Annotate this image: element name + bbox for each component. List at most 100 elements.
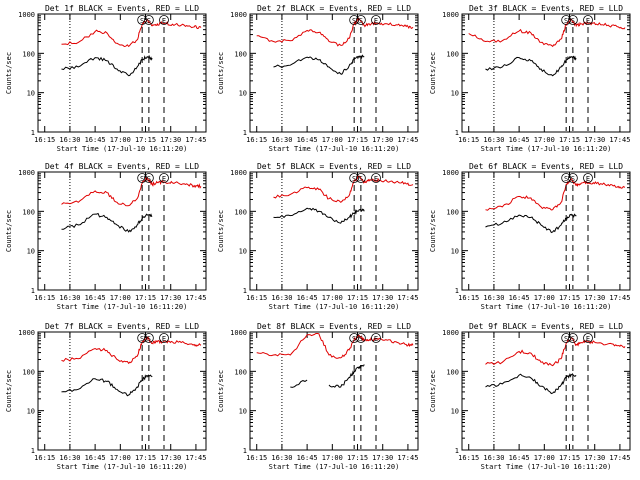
y-axis-label: Counts/sec (217, 370, 225, 412)
x-tick-label: 17:15 (559, 294, 580, 302)
y-tick-label: 1 (455, 447, 459, 455)
marker-circle (567, 15, 578, 25)
x-axis-label: Start Time (17-Jul-10 16:11:20) (269, 303, 400, 311)
x-axis-label: Start Time (17-Jul-10 16:11:20) (269, 463, 400, 471)
events-series-line (328, 364, 365, 388)
lld-series-line (61, 336, 202, 365)
plot-frame (461, 13, 631, 133)
y-tick-label: 10 (451, 248, 459, 256)
events-series-line (273, 54, 365, 75)
x-tick-label: 17:45 (185, 454, 206, 462)
x-tick-label: 16:15 (458, 454, 479, 462)
y-tick-label: 1000 (18, 11, 35, 19)
lld-series-line (61, 176, 202, 207)
y-tick-label: 10 (451, 90, 459, 98)
x-tick-label: 16:15 (246, 294, 267, 302)
panel: Det 4f BLACK = Events, RED = LLD 1 10 100 10… (5, 162, 207, 311)
x-tick-label: 16:45 (85, 294, 106, 302)
x-tick-label: 17:45 (609, 136, 630, 144)
y-tick-label: 1 (455, 287, 459, 295)
marker-circle (567, 173, 578, 183)
marker-circle (561, 333, 572, 343)
marker-circle (567, 333, 578, 343)
y-tick-label: 100 (234, 208, 247, 216)
x-tick-label: 17:30 (372, 294, 393, 302)
y-tick-label: 1 (243, 447, 247, 455)
y-tick-label: 1 (243, 287, 247, 295)
marker-circle (583, 15, 593, 25)
x-tick-label: 17:45 (609, 454, 630, 462)
y-tick-label: 100 (22, 208, 35, 216)
x-tick-label: 16:15 (458, 136, 479, 144)
x-tick-label: 17:00 (534, 136, 555, 144)
panel: Det 1f BLACK = Events, RED = LLD 1 10 100 10… (5, 4, 207, 153)
y-tick-label: 10 (27, 90, 35, 98)
lld-series-line (485, 178, 626, 211)
x-tick-label: 17:00 (534, 294, 555, 302)
y-axis-label: Counts/sec (429, 370, 437, 412)
panel: Det 3f BLACK = Events, RED = LLD 1 10 100 10… (429, 4, 631, 153)
marker-label: S (571, 335, 575, 343)
panel-title: Det 5f BLACK = Events, RED = LLD (257, 162, 411, 171)
marker-label: S (359, 175, 363, 183)
marker-circle (143, 15, 154, 25)
x-tick-label: 16:15 (246, 454, 267, 462)
marker-circle (137, 15, 148, 25)
y-tick-label: 1 (31, 129, 35, 137)
y-tick-label: 1 (243, 129, 247, 137)
x-tick-label: 17:15 (347, 136, 368, 144)
y-tick-label: 100 (22, 50, 35, 58)
x-tick-label: 17:15 (135, 294, 156, 302)
x-tick-label: 17:15 (559, 136, 580, 144)
x-tick-label: 16:15 (34, 454, 55, 462)
lld-series-line (256, 17, 414, 47)
panel: Det 7f BLACK = Events, RED = LLD 1 10 100 10… (5, 322, 207, 471)
x-tick-label: 16:15 (34, 136, 55, 144)
x-tick-label: 16:30 (59, 294, 80, 302)
y-axis-label: Counts/sec (429, 52, 437, 94)
events-series-line (61, 212, 153, 233)
x-tick-label: 17:00 (322, 294, 343, 302)
marker-circle (137, 173, 148, 183)
marker-circle (371, 333, 381, 343)
marker-label: S (147, 335, 151, 343)
y-axis-label: Counts/sec (217, 210, 225, 252)
panel-title: Det 6f BLACK = Events, RED = LLD (469, 162, 623, 171)
lld-series-line (61, 18, 202, 48)
x-tick-label: 17:15 (135, 136, 156, 144)
events-series-line (273, 207, 365, 224)
y-tick-label: 1000 (18, 329, 35, 337)
x-tick-label: 16:30 (271, 454, 292, 462)
marker-circle (349, 173, 360, 183)
marker-circle (561, 15, 572, 25)
marker-label: S (571, 175, 575, 183)
panel: Det 9f BLACK = Events, RED = LLD 1 10 100 10… (429, 322, 631, 471)
panel-title: Det 2f BLACK = Events, RED = LLD (257, 4, 411, 13)
panel-title: Det 8f BLACK = Events, RED = LLD (257, 322, 411, 331)
x-tick-label: 17:00 (534, 454, 555, 462)
marker-circle (583, 333, 593, 343)
plot-frame (249, 171, 419, 291)
x-tick-label: 17:00 (110, 136, 131, 144)
marker-label: E (374, 175, 378, 183)
marker-circle (349, 333, 360, 343)
x-tick-label: 16:45 (85, 136, 106, 144)
x-tick-label: 17:30 (160, 136, 181, 144)
y-tick-label: 1000 (442, 329, 459, 337)
y-tick-label: 10 (27, 248, 35, 256)
lld-series-line (256, 333, 414, 359)
marker-label: E (162, 175, 166, 183)
marker-circle (159, 173, 169, 183)
marker-circle (355, 15, 366, 25)
plot-frame (37, 13, 207, 133)
y-tick-label: 10 (239, 90, 247, 98)
plot-frame (37, 331, 207, 451)
y-tick-label: 1000 (442, 11, 459, 19)
panel-title: Det 4f BLACK = Events, RED = LLD (45, 162, 199, 171)
events-series-line (61, 54, 153, 77)
x-tick-label: 17:30 (372, 454, 393, 462)
x-tick-label: 16:15 (458, 294, 479, 302)
x-tick-label: 16:30 (483, 294, 504, 302)
events-series-line (485, 213, 577, 234)
